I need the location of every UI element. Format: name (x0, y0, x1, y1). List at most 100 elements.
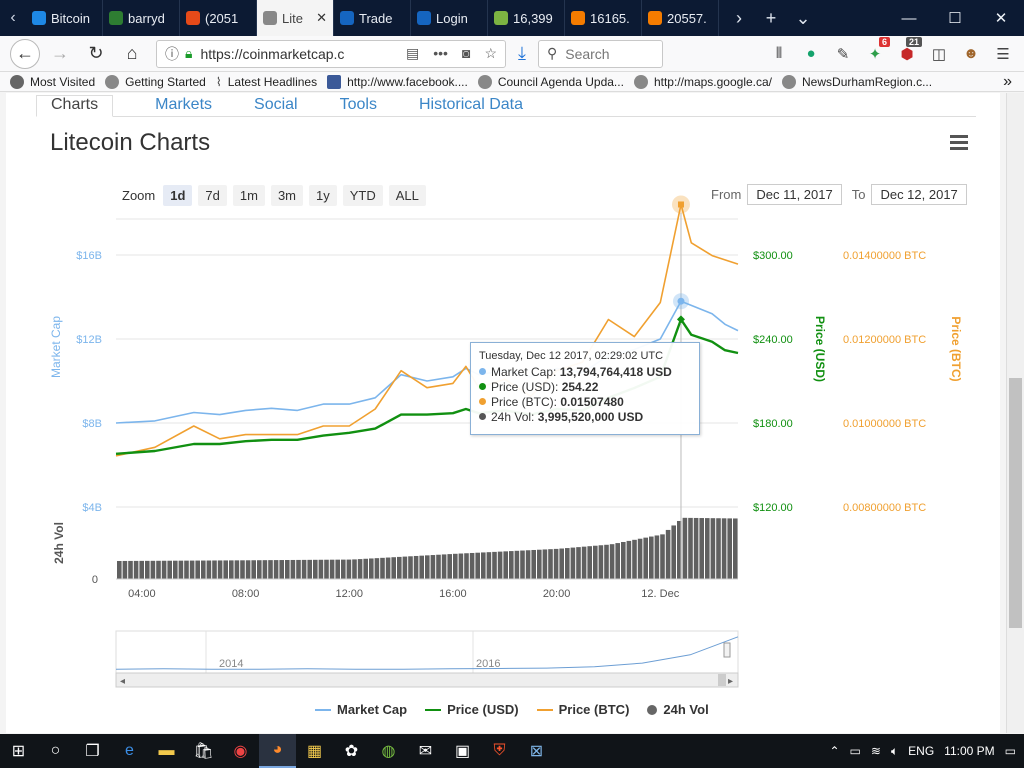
tab-label: (2051 (205, 10, 239, 26)
bookmark-most-visited[interactable]: Most Visited (10, 74, 95, 89)
zoom-7d-button[interactable]: 7d (198, 185, 227, 206)
reader-view-icon[interactable]: ▤ (406, 45, 420, 61)
chart-menu-icon[interactable] (950, 135, 968, 150)
zoom-1m-button[interactable]: 1m (232, 185, 265, 206)
bookmarks-overflow-button[interactable]: » (1003, 72, 1012, 90)
library-icon[interactable]: ⫴ (775, 45, 783, 62)
download-icon[interactable]: ⤓ (518, 43, 526, 63)
browser-tab[interactable]: barryd (103, 0, 180, 36)
zoom-1d-button[interactable]: 1d (163, 185, 193, 206)
tab-markets[interactable]: Markets (155, 96, 213, 113)
tab-tools[interactable]: Tools (339, 96, 377, 113)
browser-tab[interactable]: 20557. (642, 0, 719, 36)
to-date-input[interactable]: Dec 12, 2017 (871, 184, 967, 205)
tab-scroll-left-button[interactable]: ‹ (10, 9, 16, 26)
zoom-ytd-button[interactable]: YTD (342, 185, 383, 206)
bookmark-facebook[interactable]: http://www.facebook.... (327, 74, 468, 89)
eyedropper-icon[interactable]: ✎ (836, 45, 850, 63)
browser-tab[interactable]: (2051 (180, 0, 257, 36)
adblock-icon[interactable]: ⬢ 21 (894, 36, 922, 63)
monkey-extension-icon[interactable]: ☻ (963, 45, 979, 62)
app-window-icon[interactable]: ⊠ (529, 743, 544, 760)
browser-tab[interactable]: Login (411, 0, 488, 36)
sidebar-icon[interactable]: ◫ (931, 45, 947, 63)
tab-social[interactable]: Social (254, 96, 298, 113)
tab-historical-data[interactable]: Historical Data (418, 96, 523, 113)
bookmark-getting-started[interactable]: Getting Started (105, 74, 206, 89)
tab-scroll-right-button[interactable]: › (736, 7, 742, 28)
chrome-icon[interactable]: ◉ (233, 743, 248, 760)
bookmark-star-icon[interactable]: ☆ (484, 45, 497, 61)
windows-start-icon[interactable]: ⊞ (11, 743, 26, 760)
close-window-button[interactable]: ✕ (994, 10, 1008, 27)
battery-icon[interactable]: ▭ (849, 744, 861, 758)
scrollbar-thumb[interactable] (1009, 378, 1022, 628)
legend-volume[interactable]: 24h Vol (647, 702, 709, 717)
reload-button[interactable]: ↻ (88, 43, 104, 63)
close-tab-icon[interactable]: ✕ (316, 10, 327, 25)
edge-icon[interactable]: e (125, 742, 134, 759)
price-chart[interactable]: $16B $12B $8B $4B Market Cap $300.00 $240.00 $1… (6, 93, 1000, 733)
facebook-icon (327, 74, 342, 89)
bookmark-latest-headlines[interactable]: ⌇ Latest Headlines (216, 75, 317, 89)
zoom-all-button[interactable]: ALL (388, 185, 426, 206)
page-actions-icon[interactable]: ••• (433, 45, 448, 61)
tab-charts[interactable]: Charts (36, 95, 114, 117)
browser-tab-bar: ‹ Bitcoin barryd (2051 Lite ✕ Trade Login 16,39… (0, 0, 1024, 36)
volume-bar (419, 555, 424, 579)
bookmark-label: Getting Started (125, 74, 206, 89)
browser-tab[interactable]: Lite ✕ (257, 0, 334, 36)
url-bar[interactable]: ⓘ 🔒︎ https://coinmarketcap.c ▤ ••• ◙ ☆ (156, 39, 506, 68)
language-indicator[interactable]: ENG (908, 744, 935, 758)
pocket-icon[interactable]: ◙ (461, 45, 471, 61)
maximize-button[interactable]: ☐ (948, 10, 962, 27)
notifications-icon[interactable]: ▭ (1004, 744, 1016, 758)
file-explorer-icon[interactable]: ▬ (158, 742, 175, 759)
browser-tab[interactable]: 16,399 (488, 0, 565, 36)
bookmark-google-maps[interactable]: http://maps.google.ca/ (633, 74, 772, 89)
forward-button[interactable]: → (51, 43, 69, 63)
clock[interactable]: 11:00 PM (944, 744, 995, 758)
calculator-icon[interactable]: ▣ (454, 743, 471, 760)
wifi-icon[interactable]: ≋ (870, 744, 881, 758)
tab-list-button[interactable]: ⌄ (795, 7, 811, 28)
back-button[interactable]: ← (10, 38, 40, 69)
tooltip-time: Tuesday, Dec 12 2017, 02:29:02 UTC (479, 350, 664, 362)
browser-tab[interactable]: 16165. (565, 0, 642, 36)
minimize-button[interactable]: — (901, 9, 917, 27)
app-icon[interactable]: ✿ (344, 743, 359, 760)
volume-bar (117, 560, 122, 579)
chevron-up-icon[interactable]: ⌃ (829, 744, 840, 758)
info-icon[interactable]: ⓘ (165, 45, 179, 62)
volume-bar (234, 560, 240, 579)
legend-market-cap[interactable]: Market Cap (315, 702, 407, 717)
grammarly-icon[interactable]: ● (806, 45, 816, 62)
zoom-3m-button[interactable]: 3m (270, 185, 303, 206)
bookmark-council-agenda[interactable]: Council Agenda Upda... (477, 74, 624, 89)
search-box[interactable]: ⚲ Search (537, 39, 663, 68)
from-date-input[interactable]: Dec 11, 2017 (747, 184, 842, 205)
cortana-search-icon[interactable]: ○ (50, 742, 61, 759)
legend-price-usd[interactable]: Price (USD) (425, 702, 519, 717)
brave-icon[interactable]: ⛨ (493, 742, 506, 759)
globe-app-icon[interactable]: ◍ (381, 743, 396, 760)
volume-icon[interactable]: 🔈︎ (890, 743, 899, 758)
zoom-1y-button[interactable]: 1y (309, 185, 337, 206)
task-view-icon[interactable]: ❐ (85, 743, 100, 760)
spreadsheet-app-icon[interactable]: ▦ (306, 743, 323, 760)
menu-icon[interactable]: ☰ (996, 45, 1010, 63)
store-icon[interactable]: 🛍︎ (193, 743, 214, 760)
x-axis-label: 12. Dec (641, 588, 679, 600)
tab-label: Bitcoin (51, 10, 91, 26)
volume-bar (733, 518, 738, 579)
browser-tab[interactable]: Bitcoin (26, 0, 103, 36)
legend-price-btc[interactable]: Price (BTC) (536, 702, 629, 717)
new-tab-button[interactable]: + (765, 7, 777, 28)
extension-share-icon[interactable]: ✦ 6 (862, 36, 890, 63)
bookmark-news-durham[interactable]: NewsDurhamRegion.c... (782, 74, 932, 89)
firefox-icon[interactable]: ◕ (259, 734, 296, 768)
home-button[interactable]: ⌂ (126, 43, 138, 63)
page-scrollbar[interactable] (1006, 93, 1024, 733)
browser-tab[interactable]: Trade (334, 0, 411, 36)
mail-icon[interactable]: ✉ (418, 743, 433, 760)
